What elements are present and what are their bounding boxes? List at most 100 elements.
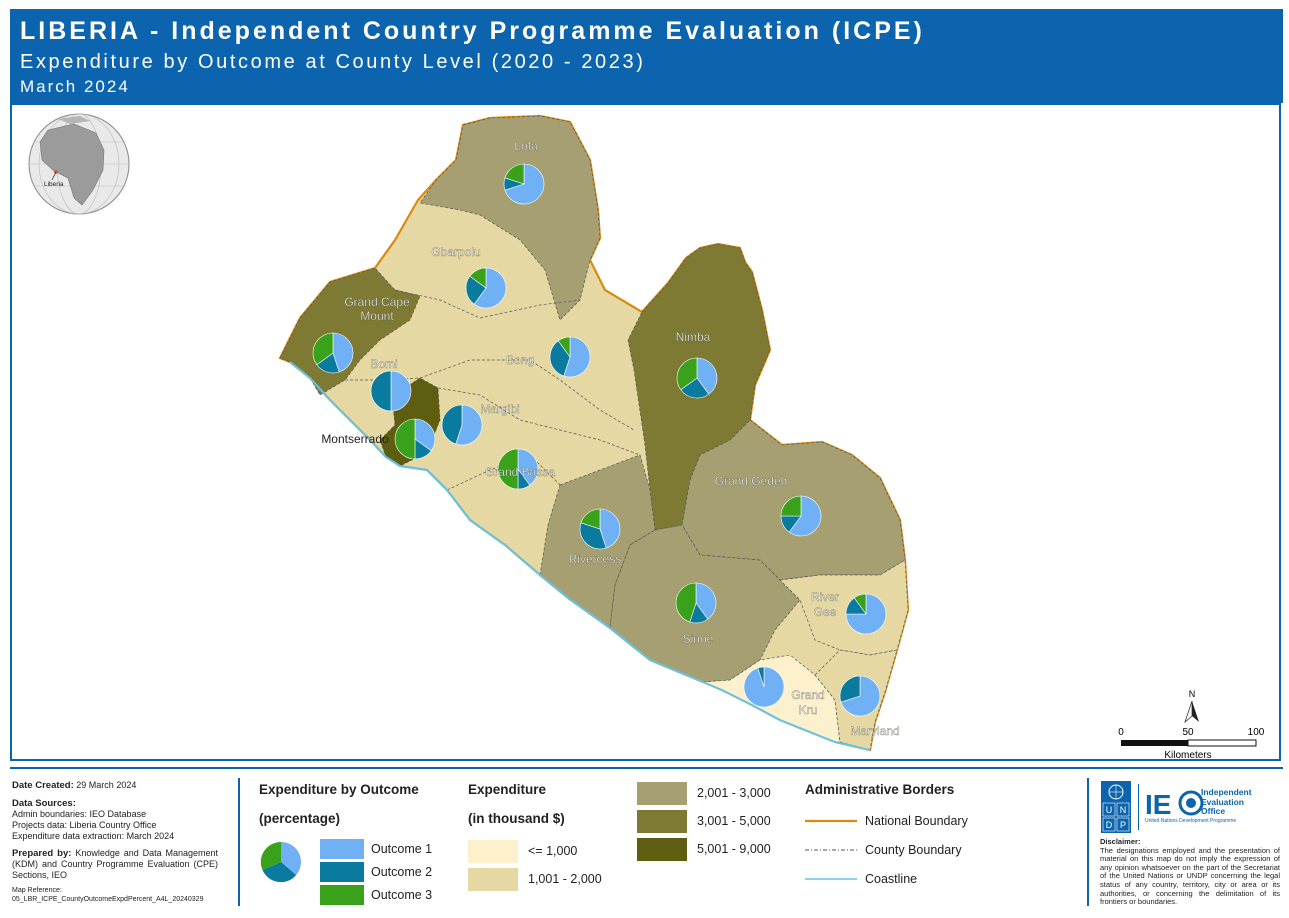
pie-slice-outcome2 [465,275,487,305]
legend-swatch-outcome1 [320,839,364,859]
county-pie-margibi [441,404,483,446]
source-item: Admin boundaries: IEO Database [12,809,147,819]
pie-slice-outcome3 [469,267,487,289]
map-ref: 05_LBR_ICPE_CountyOutcomeExpdPercent_A4L… [12,896,204,903]
footer-separator [10,767,1283,769]
county-pie-montserrado [394,418,436,460]
legend-outcome2: Outcome 2 [371,865,433,879]
pie-slice-outcome1 [845,593,887,635]
date-created: 29 March 2024 [76,780,137,790]
map-ref-label: Map Reference: [12,887,62,894]
svg-text:IE: IE [1145,789,1171,820]
county-pie-sinoe [675,582,717,624]
pie-slice-outcome3 [504,163,525,185]
scale-tick-50: 50 [1182,727,1194,738]
legend-exp-4: 3,001 - 5,000 [697,814,771,828]
pie-slice-outcome1 [840,675,881,717]
county-pie-grand-gedeh [780,495,822,537]
county-pie-grand-kru [743,666,785,708]
pie-slice-outcome1 [695,582,717,620]
legend-exp-2: 1,001 - 2,000 [528,872,602,886]
legend-borders-title: Administrative Borders [805,782,955,797]
pie-slice-outcome1 [473,267,507,309]
inset-label: Liberia [44,181,64,188]
disclaimer-text: The designations employed and the presen… [1100,845,1280,907]
logo-divider [1138,784,1139,830]
pie-slice-outcome2 [441,404,463,445]
legend-exp-title: Expenditure [468,782,547,797]
map-subtitle: Expenditure by Outcome at County Level (… [20,51,646,73]
county-label: Bong [506,353,534,367]
county-label: Montserrado [321,432,389,446]
legend-county-boundary: County Boundary [865,843,962,857]
scale-bar: 0 50 100 Kilometers [1118,727,1265,761]
county-label: Lofa [514,139,538,153]
legend-swatch-exp-3 [637,782,687,805]
undp-subtitle: United Nations Development Programme [1145,818,1237,824]
county-label: Gbarpolu [431,245,480,259]
county-label: Sinoe [683,632,714,646]
pie-slice-outcome1 [563,336,591,378]
source-item: Projects data: Liberia Country Office [12,820,157,830]
legend-swatch-exp-4 [637,810,687,833]
footer-divider [238,778,240,906]
county-pie-gbarpolu [465,267,507,309]
map-title: LIBERIA - Independent Country Programme … [20,17,925,45]
pie-slice-outcome1 [332,332,354,373]
legend-border-symbols [805,819,857,880]
county-pie-nimba [676,357,718,399]
county-pie-river-gee [845,593,887,635]
county-pie-lofa [503,163,545,205]
legend-swatch-exp-2 [468,868,518,891]
county-pie-bong [549,336,591,378]
pie-slice-outcome2 [579,522,607,550]
pie-slice-outcome2 [370,370,392,412]
legend-outcome3: Outcome 3 [371,888,433,902]
county-lofa [419,115,601,321]
disclaimer-label: Disclaimer: [1100,837,1141,846]
scale-tick-0: 0 [1118,727,1124,738]
county-label: Maryland [850,724,899,738]
pie-slice-outcome2 [680,377,710,399]
county-label: Bomi [370,357,397,371]
coastline [289,361,871,751]
svg-text:D: D [1106,820,1113,830]
legend-exp-5: 5,001 - 9,000 [697,842,771,856]
legend-national-boundary: National Boundary [865,814,968,828]
county-label: Grand [791,688,824,702]
county-label: Mount [360,309,394,323]
county-label: Gee [814,605,837,619]
footer-divider [1087,778,1089,906]
pie-slice-outcome3 [497,448,519,490]
north-arrow: N [1184,689,1199,724]
disclaimer: Disclaimer: The designations employed an… [1100,837,1280,907]
pie-slice-outcome1 [696,357,718,395]
county-label: Grand Gedeh [715,474,788,488]
pie-slice-outcome3 [394,418,416,460]
legend-pie-icon [260,841,302,883]
county-label: Kru [799,703,818,717]
county-pie-maryland [839,675,881,717]
pie-slice-outcome1 [390,370,412,412]
legend-outcome1: Outcome 1 [371,842,433,856]
legend-swatch-outcome2 [320,862,364,882]
pie-slice-outcome2 [757,666,765,688]
legend-swatch-exp-5 [637,838,687,861]
pie-slice-outcome1 [517,448,539,486]
county-label: River [811,590,839,604]
pie-slice-outcome3 [557,336,571,358]
pie-slice-outcome1 [414,418,436,452]
pie-slice-outcome1 [455,404,483,446]
legend-exp-1: <= 1,000 [528,844,578,858]
county-pie-bomi [370,370,412,412]
map-date: March 2024 [20,77,130,96]
footer-metadata: Date Created: 29 March 2024 Data Sources… [12,780,218,904]
source-item: Expenditure data extraction: March 2024 [12,831,175,841]
county-label: Margibi [480,402,519,416]
pie-slice-outcome1 [599,508,621,549]
legend-exp-subtitle: (in thousand $) [468,811,565,826]
prepared-label: Prepared by: [12,848,72,859]
pie-slice-outcome3 [675,582,697,623]
